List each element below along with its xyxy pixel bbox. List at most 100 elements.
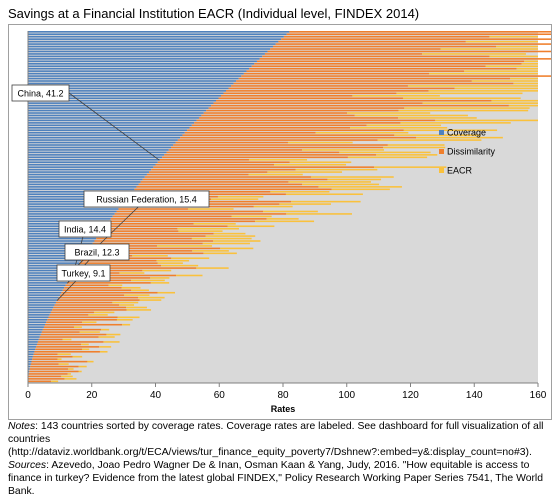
coverage-bar [28, 169, 151, 171]
eacr-bar [72, 356, 82, 358]
eacr-bar [74, 326, 82, 328]
dissimilarity-bar [206, 110, 398, 112]
dissimilarity-bar [270, 48, 440, 50]
dissimilarity-bar [226, 90, 429, 92]
dissimilarity-bar [221, 95, 352, 97]
dissimilarity-bar [39, 339, 63, 341]
dissimilarity-bar [40, 336, 99, 338]
eacr-bar [106, 334, 120, 336]
eacr-bar [270, 191, 329, 193]
dissimilarity-bar [33, 356, 73, 358]
coverage-bar [28, 171, 149, 173]
coverage-bar [28, 112, 204, 114]
eacr-bar [82, 321, 96, 323]
coverage-bar [28, 184, 139, 186]
coverage-bar [28, 356, 33, 358]
dissimilarity-bar [164, 154, 376, 156]
callout-label: India, 14.4 [64, 225, 106, 235]
coverage-bar [28, 53, 265, 55]
dissimilarity-bar [231, 85, 408, 87]
eacr-bar [350, 127, 447, 129]
eacr-bar [327, 179, 381, 181]
coverage-bar [28, 149, 169, 151]
eacr-bar [61, 376, 72, 378]
eacr-bar [403, 97, 521, 99]
eacr-bar [267, 171, 342, 173]
dissimilarity-bar [47, 319, 117, 321]
dissimilarity-bar [176, 142, 288, 144]
dissimilarity-bar [94, 240, 213, 242]
coverage-bar [28, 353, 34, 355]
eacr-bar [218, 196, 263, 198]
coverage-bar [28, 107, 209, 109]
dissimilarity-bar [167, 152, 340, 154]
eacr-bar [429, 73, 538, 75]
eacr-bar [196, 267, 228, 269]
coverage-bar [28, 78, 239, 80]
dissimilarity-bar [59, 297, 138, 299]
coverage-bar [28, 125, 192, 127]
coverage-bar [28, 358, 32, 360]
eacr-bar [99, 346, 111, 348]
dissimilarity-bar [153, 166, 374, 168]
coverage-bar [28, 31, 289, 33]
eacr-bar [286, 213, 352, 215]
dissimilarity-bar [239, 78, 510, 80]
eacr-bar [140, 299, 162, 301]
dissimilarity-bar [268, 51, 551, 53]
dissimilarity-bar [160, 159, 249, 161]
eacr-bar [118, 317, 140, 319]
eacr-bar [489, 36, 538, 38]
eacr-bar [58, 363, 68, 365]
dissimilarity-bar [223, 93, 396, 95]
dissimilarity-bar [173, 144, 388, 146]
coverage-bar [28, 292, 61, 294]
coverage-bar [28, 289, 63, 291]
coverage-bar [28, 115, 201, 117]
coverage-bar [28, 211, 117, 213]
chart-notes: Notes: 143 countries sorted by coverage … [8, 420, 556, 498]
eacr-bar [398, 117, 477, 119]
eacr-bar [316, 132, 409, 134]
eacr-bar [157, 245, 212, 247]
eacr-bar [131, 280, 165, 282]
coverage-bar [28, 179, 143, 181]
coverage-bar [28, 238, 96, 240]
dissimilarity-bar [29, 371, 78, 373]
eacr-bar [400, 122, 510, 124]
eacr-bar [267, 218, 299, 220]
dissimilarity-bar [64, 287, 121, 289]
eacr-bar [220, 248, 253, 250]
legend-swatch [439, 149, 444, 154]
eacr-bar [455, 88, 538, 90]
dissimilarity-bar [194, 122, 400, 124]
eacr-bar [158, 292, 175, 294]
eacr-bar [513, 83, 538, 85]
dissimilarity-bar [158, 161, 290, 163]
eacr-bar [388, 144, 445, 146]
eacr-bar [295, 169, 377, 171]
coverage-bar [28, 157, 162, 159]
eacr-bar [58, 353, 71, 355]
eacr-bar [203, 243, 250, 245]
dissimilarity-bar [61, 292, 157, 294]
dissimilarity-bar [28, 376, 61, 378]
coverage-bar [28, 147, 171, 149]
callout-label: Russian Federation, 15.4 [96, 195, 197, 205]
dissimilarity-bar [34, 353, 58, 355]
dissimilarity-bar [118, 208, 188, 210]
dissimilarity-bar [30, 366, 78, 368]
dissimilarity-bar [115, 213, 287, 215]
eacr-bar [396, 93, 522, 95]
eacr-bar [367, 125, 441, 127]
coverage-bar [28, 132, 185, 134]
coverage-bar [28, 137, 180, 139]
x-tick-label: 40 [150, 390, 162, 401]
eacr-bar [291, 201, 361, 203]
eacr-bar [192, 238, 252, 240]
eacr-bar [214, 233, 246, 235]
x-axis-title: Rates [271, 404, 296, 414]
eacr-bar [211, 198, 258, 200]
eacr-bar [98, 336, 114, 338]
eacr-bar [158, 262, 183, 264]
